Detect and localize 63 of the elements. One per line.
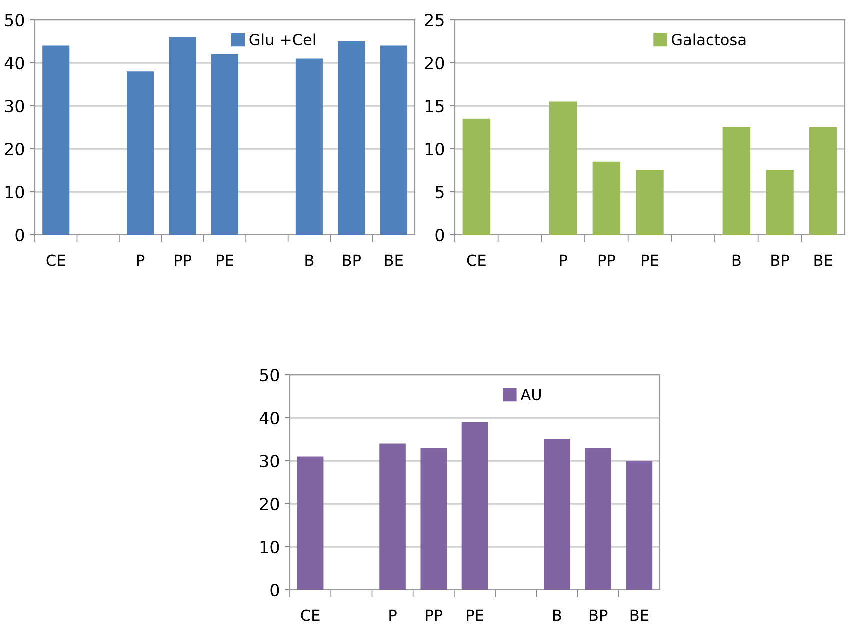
y-tick-label: 40 (4, 56, 24, 70)
bar (380, 444, 406, 590)
bar (42, 46, 70, 235)
bar (420, 448, 448, 590)
bar (722, 128, 751, 235)
y-tick-label: 0 (16, 228, 24, 242)
y-tick-label: 40 (260, 412, 280, 425)
bar (211, 54, 239, 235)
y-tick-label: 20 (260, 498, 280, 511)
x-tick-label: PE (217, 254, 234, 266)
x-tick-label: BE (630, 610, 649, 622)
x-tick-label: CE (46, 254, 66, 266)
bar (127, 72, 154, 235)
bar (338, 42, 366, 235)
bar (544, 440, 570, 590)
x-tick-label: BP (590, 610, 608, 622)
bar (380, 46, 408, 235)
x-tick-label: P (137, 254, 145, 266)
y-tick-label: 15 (426, 100, 444, 113)
y-tick-label: 10 (260, 540, 280, 554)
bar (169, 37, 196, 235)
y-tick-label: 50 (260, 368, 280, 382)
y-tick-label: 30 (260, 454, 280, 468)
legend-label: Glu +Cel (250, 34, 316, 46)
y-tick-label: 10 (426, 142, 444, 156)
y-tick-label: 5 (436, 186, 444, 199)
x-tick-label: CE (467, 254, 486, 266)
bar (626, 461, 653, 590)
x-tick-label: PE (642, 254, 658, 266)
x-tick-label: CE (301, 610, 320, 622)
y-tick-label: 0 (270, 584, 280, 597)
y-tick-label: 0 (436, 228, 444, 242)
bar (592, 162, 621, 235)
bar (296, 58, 323, 235)
legend-label: Galactosa (672, 34, 746, 46)
y-tick-label: 25 (425, 14, 444, 27)
x-tick-label: BP (343, 254, 361, 266)
x-tick-label: BE (385, 254, 403, 266)
x-tick-label: PP (175, 254, 192, 266)
y-tick-label: 50 (5, 14, 24, 27)
y-tick-label: 20 (425, 56, 444, 70)
x-tick-label: B (553, 610, 562, 622)
legend-label: AU (520, 389, 541, 401)
x-tick-label: B (732, 254, 741, 266)
bar (766, 170, 794, 235)
bar (809, 128, 838, 235)
y-tick-label: 20 (5, 142, 24, 156)
x-tick-label: P (390, 610, 397, 622)
x-tick-label: P (560, 254, 568, 266)
x-tick-label: BE (814, 254, 832, 266)
y-tick-label: 30 (5, 100, 24, 113)
bar (549, 102, 578, 235)
x-tick-label: BP (772, 254, 790, 266)
x-tick-label: B (306, 254, 314, 266)
bar (636, 170, 664, 235)
x-tick-label: PP (598, 254, 616, 266)
bar (462, 118, 491, 235)
y-tick-label: 10 (6, 186, 24, 199)
bar (297, 456, 324, 590)
bar (462, 422, 488, 590)
x-tick-label: PP (426, 610, 443, 622)
x-tick-label: PE (467, 610, 484, 622)
bar (585, 448, 612, 590)
